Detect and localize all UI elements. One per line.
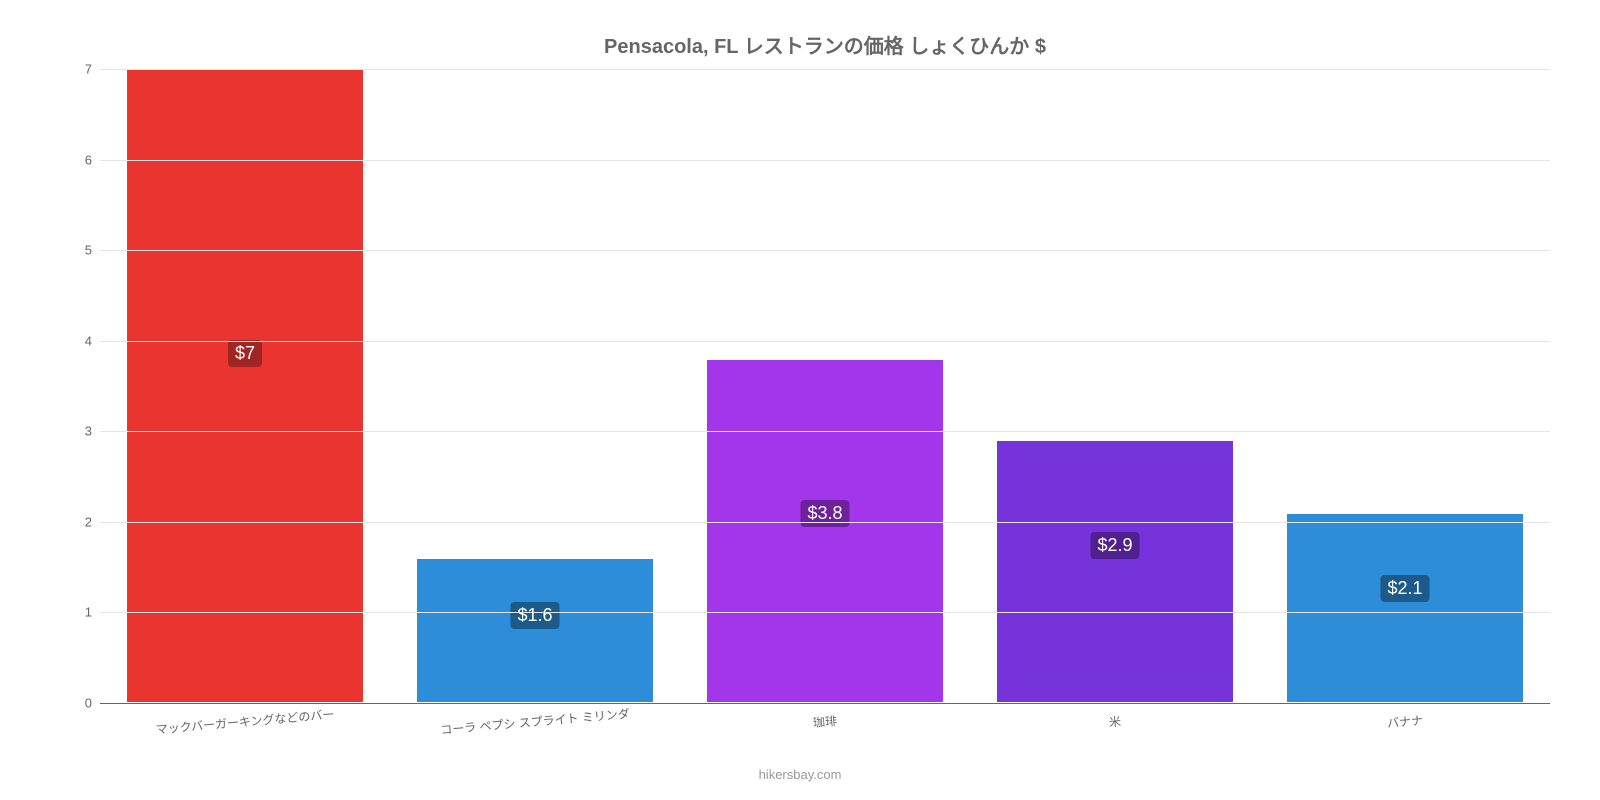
gridline bbox=[100, 522, 1550, 523]
gridline bbox=[100, 431, 1550, 432]
x-tick-label: コーラ ペプシ スプライト ミリンダ bbox=[440, 705, 631, 738]
bar-slot: $2.1バナナ bbox=[1260, 69, 1550, 703]
bar-slot: $7マックバーガーキングなどのバー bbox=[100, 69, 390, 703]
gridline bbox=[100, 341, 1550, 342]
bar-value-label: $7 bbox=[228, 340, 262, 367]
y-tick-label: 3 bbox=[85, 424, 92, 439]
bar: $1.6 bbox=[416, 558, 654, 703]
x-tick-label: マックバーガーキングなどのバー bbox=[155, 705, 335, 738]
bar-value-label: $1.6 bbox=[510, 602, 559, 629]
bar: $3.8 bbox=[706, 359, 944, 703]
x-tick-label: 米 bbox=[1108, 713, 1121, 731]
chart-title: Pensacola, FL レストランの価格 しょくひんか $ bbox=[100, 30, 1550, 59]
plot-area: $7マックバーガーキングなどのバー$1.6コーラ ペプシ スプライト ミリンダ$… bbox=[100, 69, 1550, 704]
bar: $2.9 bbox=[996, 440, 1234, 703]
y-tick-label: 5 bbox=[85, 243, 92, 258]
bar: $2.1 bbox=[1286, 513, 1524, 703]
attribution-text: hikersbay.com bbox=[0, 767, 1600, 782]
y-tick-label: 7 bbox=[85, 62, 92, 77]
bar-value-label: $2.1 bbox=[1380, 575, 1429, 602]
bar: $7 bbox=[126, 69, 364, 703]
gridline bbox=[100, 160, 1550, 161]
x-tick-label: 珈琲 bbox=[812, 712, 837, 731]
bar-slot: $2.9米 bbox=[970, 69, 1260, 703]
chart-container: Pensacola, FL レストランの価格 しょくひんか $ $7マックバーガ… bbox=[0, 0, 1600, 800]
bars-group: $7マックバーガーキングなどのバー$1.6コーラ ペプシ スプライト ミリンダ$… bbox=[100, 69, 1550, 703]
y-tick-label: 4 bbox=[85, 333, 92, 348]
gridline bbox=[100, 250, 1550, 251]
bar-slot: $3.8珈琲 bbox=[680, 69, 970, 703]
x-tick-label: バナナ bbox=[1386, 711, 1423, 731]
y-tick-label: 2 bbox=[85, 514, 92, 529]
gridline bbox=[100, 612, 1550, 613]
y-tick-label: 6 bbox=[85, 152, 92, 167]
y-tick-label: 0 bbox=[85, 696, 92, 711]
gridline bbox=[100, 69, 1550, 70]
bar-value-label: $2.9 bbox=[1090, 532, 1139, 559]
y-tick-label: 1 bbox=[85, 605, 92, 620]
bar-slot: $1.6コーラ ペプシ スプライト ミリンダ bbox=[390, 69, 680, 703]
